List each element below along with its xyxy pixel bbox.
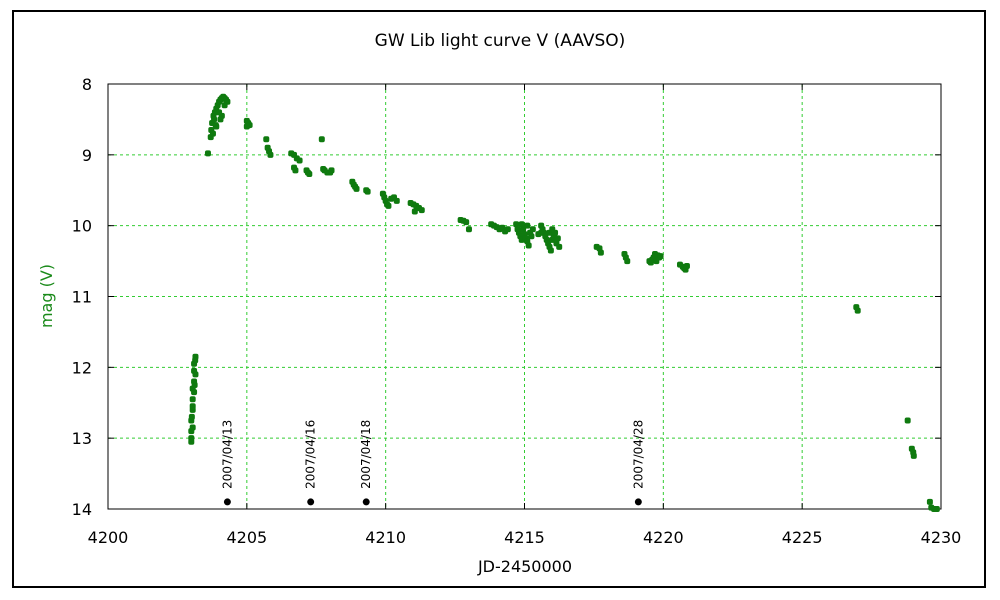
date-label: 2007/04/18 bbox=[359, 420, 373, 489]
date-label: 2007/04/13 bbox=[220, 420, 234, 489]
data-point bbox=[189, 396, 196, 403]
data-point bbox=[189, 403, 196, 410]
data-point bbox=[192, 357, 199, 364]
data-point bbox=[189, 424, 196, 431]
data-point bbox=[318, 136, 325, 143]
data-point bbox=[518, 221, 525, 228]
data-point bbox=[418, 207, 425, 214]
data-point bbox=[211, 116, 218, 123]
data-point bbox=[393, 197, 400, 204]
data-point bbox=[513, 221, 520, 228]
data-point bbox=[529, 226, 536, 233]
y-tick-label: 10 bbox=[72, 217, 92, 236]
data-point bbox=[188, 413, 195, 420]
data-point bbox=[624, 258, 631, 265]
x-tick-label: 4200 bbox=[88, 528, 129, 547]
data-points bbox=[188, 93, 940, 512]
x-tick-label: 4210 bbox=[365, 528, 406, 547]
data-point bbox=[385, 202, 392, 209]
data-point bbox=[217, 116, 224, 123]
data-point bbox=[597, 249, 604, 256]
chart-frame bbox=[12, 10, 986, 588]
data-point bbox=[554, 235, 561, 242]
data-point bbox=[411, 208, 418, 215]
data-point bbox=[263, 136, 270, 143]
data-point bbox=[364, 188, 371, 195]
data-point bbox=[854, 307, 861, 314]
x-tick-label: 4230 bbox=[921, 528, 962, 547]
data-point bbox=[243, 123, 250, 130]
data-point bbox=[657, 253, 664, 260]
data-point bbox=[328, 167, 335, 174]
y-axis-label: mag (V) bbox=[37, 264, 56, 328]
data-point bbox=[221, 102, 228, 109]
chart-title: GW Lib light curve V (AAVSO) bbox=[375, 31, 626, 51]
data-point bbox=[192, 371, 199, 378]
data-point bbox=[267, 151, 274, 158]
y-tick-label: 12 bbox=[72, 358, 92, 377]
data-point bbox=[306, 170, 313, 177]
data-point bbox=[926, 498, 933, 505]
data-point bbox=[191, 382, 198, 389]
x-axis-label: JD-2450000 bbox=[477, 557, 572, 576]
data-point bbox=[209, 130, 216, 137]
x-tick-label: 4215 bbox=[504, 528, 545, 547]
data-point bbox=[504, 226, 511, 233]
data-point bbox=[353, 185, 360, 192]
data-point bbox=[524, 222, 531, 229]
y-tick-label: 13 bbox=[72, 429, 92, 448]
data-point bbox=[465, 226, 472, 233]
axis-ticks: 4200 4205 4210 4215 4220 4225 4230 8 9 10 11 12 13 14 bbox=[72, 75, 962, 547]
date-label: 2007/04/16 bbox=[304, 420, 318, 489]
data-point bbox=[296, 157, 303, 164]
data-point bbox=[188, 435, 195, 442]
y-tick-label: 9 bbox=[82, 146, 92, 165]
date-marker bbox=[307, 498, 315, 506]
data-point bbox=[525, 242, 532, 249]
data-point bbox=[910, 452, 917, 459]
data-point bbox=[933, 506, 940, 512]
data-point bbox=[292, 167, 299, 174]
data-point bbox=[528, 233, 535, 240]
y-tick-label: 11 bbox=[72, 288, 92, 307]
x-tick-label: 4220 bbox=[643, 528, 684, 547]
data-point bbox=[547, 247, 554, 254]
data-point bbox=[683, 263, 690, 270]
data-point bbox=[191, 389, 198, 396]
date-marker bbox=[362, 498, 370, 506]
y-tick-label: 14 bbox=[72, 500, 92, 519]
data-point bbox=[549, 226, 556, 233]
data-point bbox=[463, 219, 470, 226]
x-tick-label: 4225 bbox=[782, 528, 823, 547]
data-point bbox=[904, 417, 911, 424]
date-label: 2007/04/28 bbox=[631, 420, 645, 489]
date-marker bbox=[223, 498, 231, 506]
date-annotations: 2007/04/13 2007/04/16 2007/04/18 2007/04/28 bbox=[220, 420, 645, 506]
data-point bbox=[204, 150, 211, 157]
data-point bbox=[556, 243, 563, 250]
date-marker bbox=[634, 498, 642, 506]
x-tick-label: 4205 bbox=[226, 528, 267, 547]
data-point bbox=[213, 123, 220, 130]
y-tick-label: 8 bbox=[82, 75, 92, 94]
